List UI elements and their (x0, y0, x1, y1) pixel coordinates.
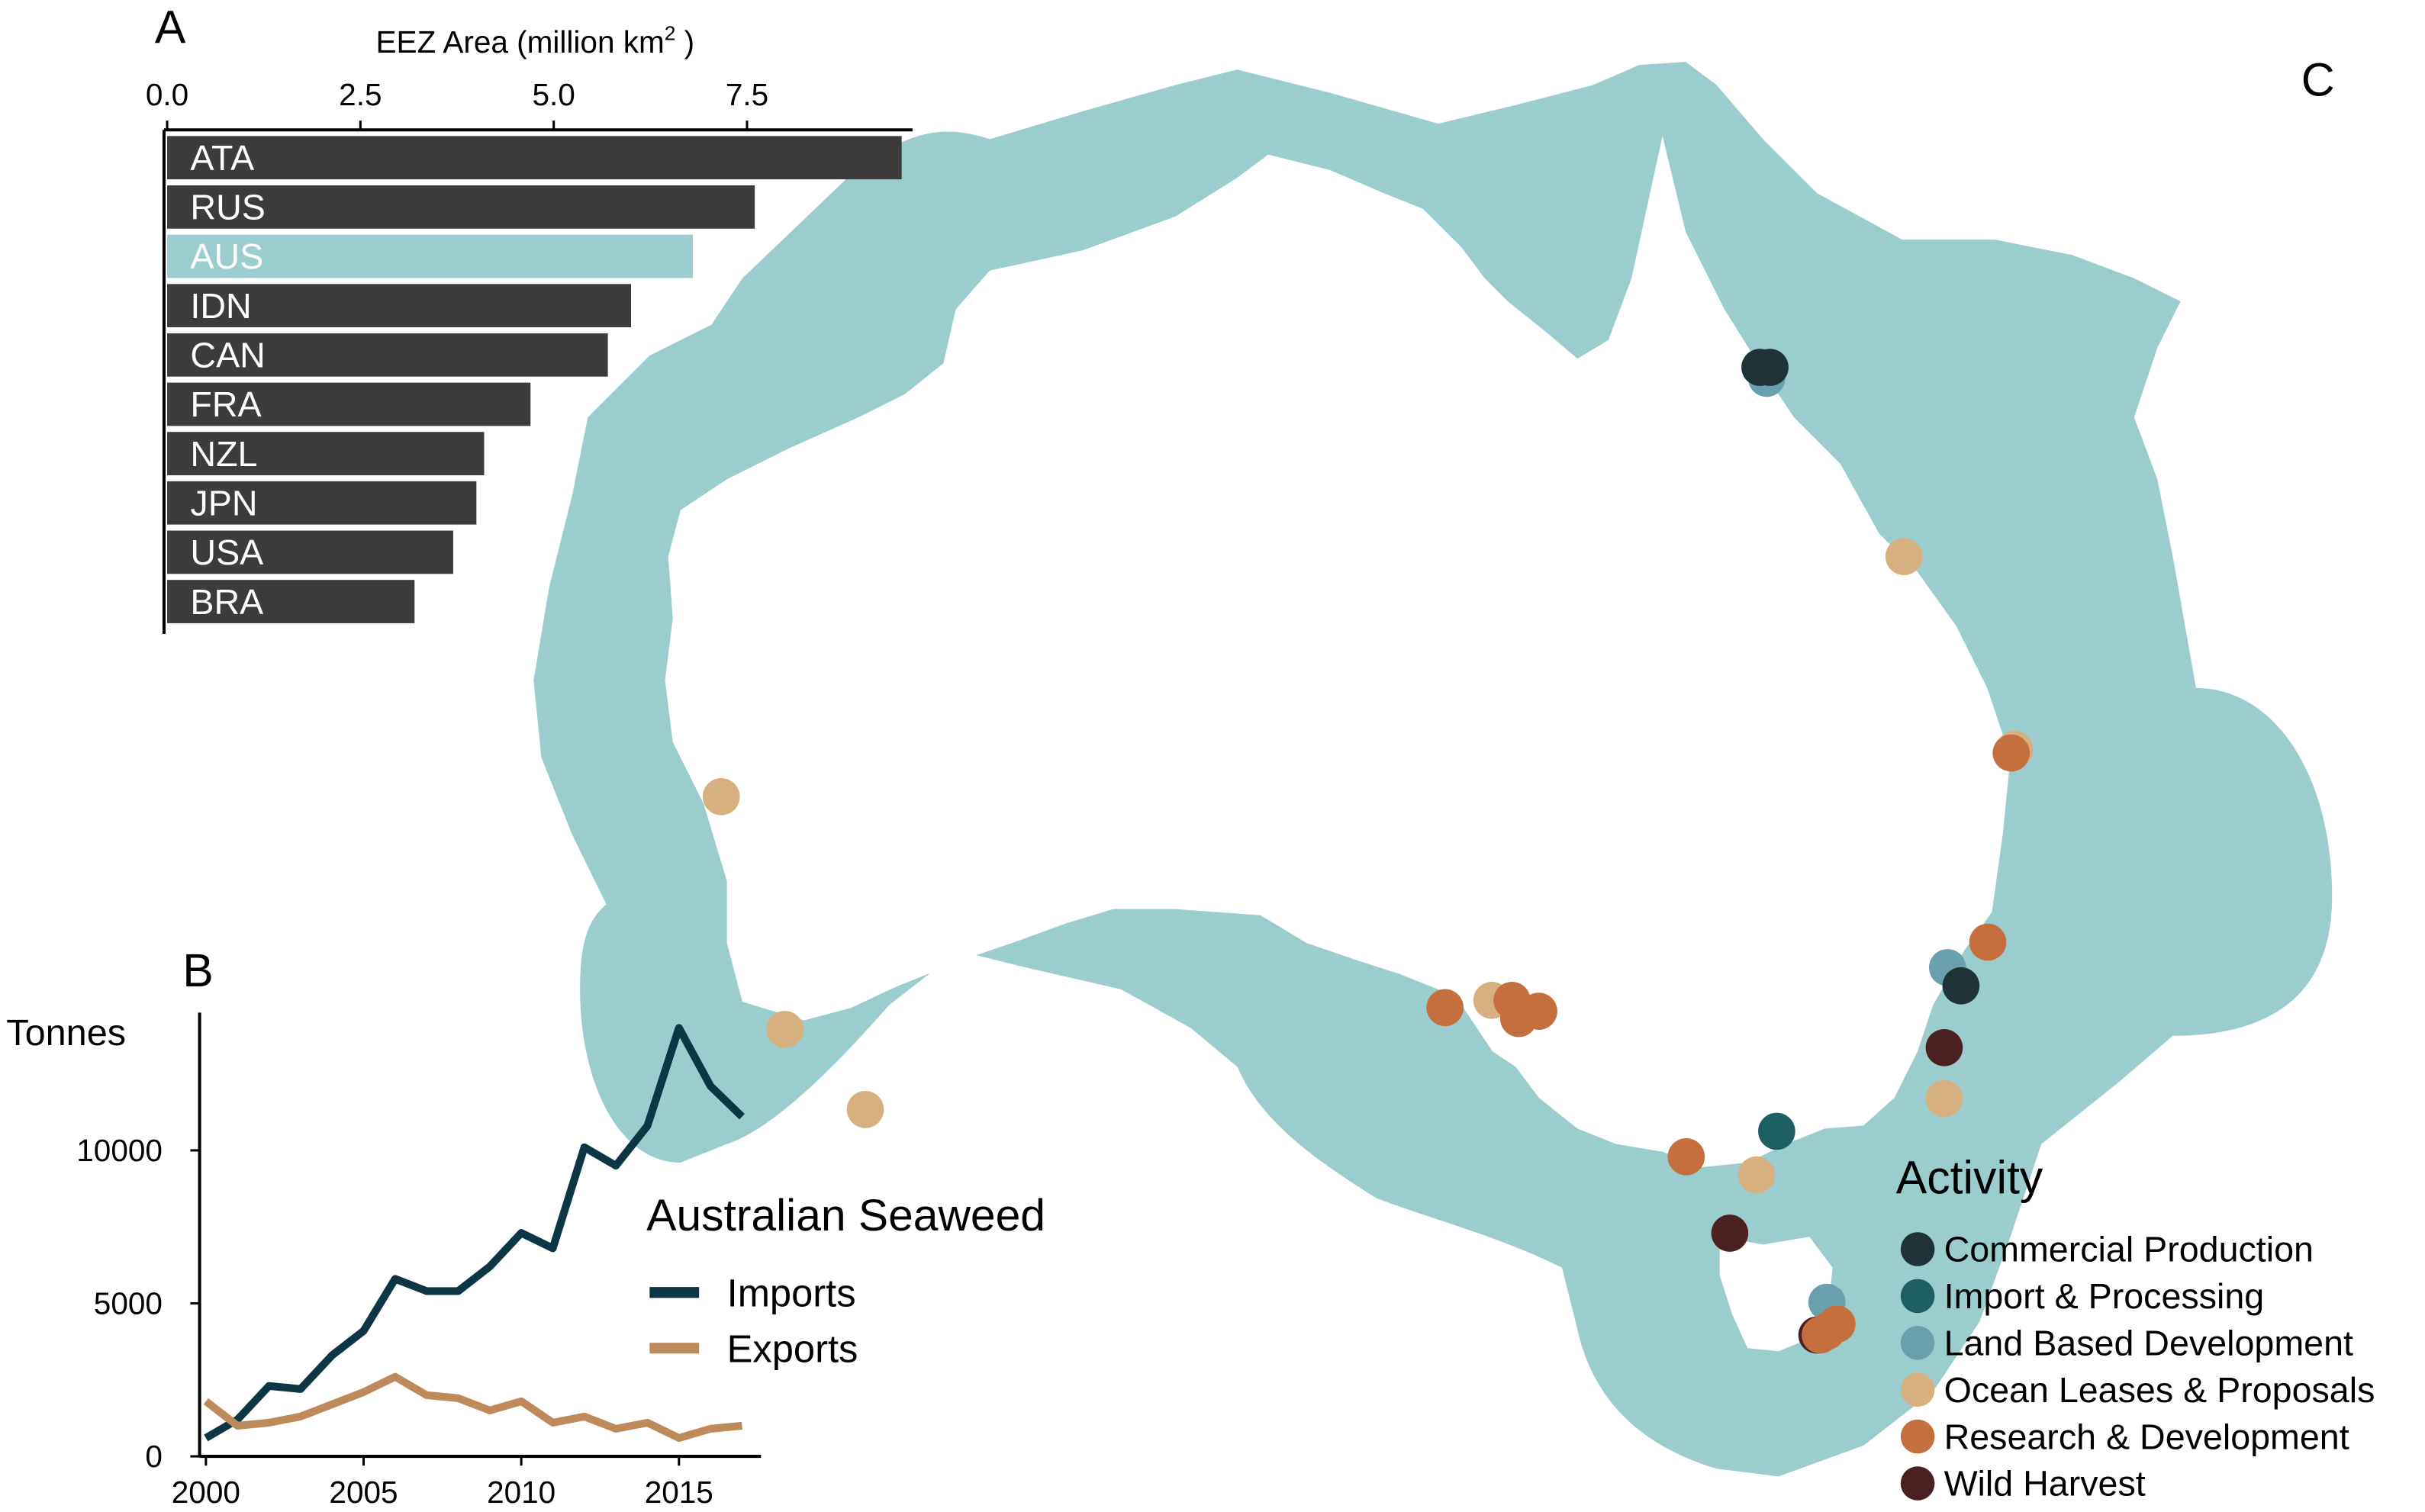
bar-x-tick-label: 0.0 (146, 77, 188, 112)
line-legend-label-imports: Imports (727, 1271, 856, 1314)
map-point-ocean-leases-proposals (846, 1091, 884, 1128)
map-point-import-processing (1758, 1112, 1795, 1150)
bar-idn (167, 284, 632, 328)
line-y-axis-label: Tonnes (6, 1012, 126, 1054)
map-point-ocean-leases-proposals (766, 1011, 804, 1048)
bar-bra (167, 580, 415, 623)
map-point-ocean-leases-proposals (1925, 1079, 1963, 1118)
bar-rus (167, 185, 755, 229)
map-legend-label: Ocean Leases & Proposals (1944, 1370, 2375, 1410)
bar-label-bra: BRA (190, 582, 263, 622)
map-point-research-development (1520, 992, 1557, 1030)
map-point-ocean-leases-proposals (702, 777, 740, 816)
panel-letter-c: C (2301, 54, 2335, 106)
map-legend-label: Land Based Development (1944, 1324, 2353, 1363)
line-x-tick-label: 2005 (329, 1475, 398, 1510)
bar-label-ata: ATA (190, 138, 254, 178)
bar-label-aus: AUS (190, 236, 263, 276)
australia-mainland (665, 136, 2011, 1168)
map-point-ocean-leases-proposals (1737, 1156, 1776, 1194)
bar-usa (167, 530, 453, 574)
line-y-tick-label: 10000 (76, 1133, 163, 1168)
bar-label-can: CAN (190, 336, 265, 375)
bar-x-axis: 0.0 2.5 5.0 7.5 (146, 77, 913, 634)
bar-x-axis-label-text: EEZ Area (million km (376, 24, 665, 60)
line-legend-title: Australian Seaweed (646, 1191, 1045, 1240)
line-y-tick-label: 0 (145, 1439, 163, 1474)
bar-fra (167, 382, 531, 426)
bar-ata (167, 136, 902, 180)
line-y-tick-label: 5000 (94, 1286, 163, 1321)
bar-jpn (167, 481, 477, 525)
panel-letter-b: B (182, 944, 214, 996)
bar-label-idn: IDN (190, 286, 251, 326)
map-point-wild-harvest (1925, 1028, 1963, 1066)
map-point-research-development (1992, 734, 2030, 772)
line-series-imports (204, 1024, 745, 1442)
line-x-tick-label: 2000 (172, 1475, 240, 1510)
map-panel: C Activity Commercial Production Import & … (533, 54, 2375, 1504)
map-legend: Activity Commercial Production Import & Pr… (1896, 1152, 2375, 1504)
line-series (203, 1024, 745, 1443)
map-point-research-development (1667, 1138, 1705, 1176)
map-point-ocean-leases-proposals (1885, 538, 1923, 575)
bar-chart-panel: A EEZ Area (million km2 ) 0.0 2.5 5.0 7.5 A… (146, 2, 913, 634)
bar-label-jpn: JPN (190, 483, 257, 523)
map-points (702, 349, 2034, 1354)
line-chart-panel: B Tonnes 0 5000 10000 2000 2005 2010 2015 Aust… (6, 944, 1045, 1510)
bar-label-nzl: NZL (190, 434, 257, 474)
bar-label-usa: USA (190, 532, 263, 572)
bar-label-rus: RUS (190, 188, 265, 227)
bar-marks: ATA RUS AUS IDN CAN FRA NZL JPN USA BRA (167, 136, 902, 623)
bar-can (167, 333, 608, 377)
line-legend-label-exports: Exports (727, 1327, 858, 1370)
map-point-research-development (1969, 923, 2007, 961)
map-legend-swatch (1900, 1372, 1935, 1407)
map-legend-label: Research & Development (1944, 1417, 2349, 1456)
bar-label-fra: FRA (190, 384, 261, 424)
map-point-research-development (1818, 1305, 1856, 1343)
map-legend-label: Commercial Production (1944, 1230, 2314, 1269)
line-x-tick-label: 2010 (487, 1475, 556, 1510)
line-x-tick-label: 2015 (645, 1475, 713, 1510)
panel-letter-a: A (155, 2, 186, 53)
bar-aus (167, 234, 694, 278)
map-legend-swatch (1900, 1419, 1935, 1454)
bar-x-tick-label: 7.5 (726, 77, 768, 112)
map-point-wild-harvest (1711, 1214, 1749, 1252)
map-legend-swatch (1900, 1325, 1935, 1360)
map-legend-swatch (1900, 1232, 1935, 1266)
bar-x-axis-label: EEZ Area (million km2 ) (376, 22, 695, 60)
line-series-exports (203, 1372, 742, 1443)
map-legend-label: Import & Processing (1944, 1276, 2265, 1316)
map-legend-label: Wild Harvest (1944, 1464, 2146, 1504)
map-legend-title: Activity (1896, 1152, 2043, 1204)
bar-x-tick-label: 2.5 (339, 77, 382, 112)
line-axes: 0 5000 10000 2000 2005 2010 2015 (76, 1012, 762, 1510)
map-point-commercial-production (1751, 349, 1789, 386)
bar-x-axis-label-close: ) (675, 24, 694, 60)
map-legend-swatch (1900, 1466, 1935, 1501)
map-point-commercial-production (1942, 967, 1980, 1005)
line-legend: Australian Seaweed Imports Exports (646, 1191, 1045, 1370)
bar-x-axis-label-sup: 2 (665, 22, 676, 45)
bar-x-tick-label: 5.0 (533, 77, 575, 112)
map-point-research-development (1426, 989, 1464, 1027)
map-legend-swatch (1900, 1279, 1935, 1314)
bar-nzl (167, 432, 485, 475)
